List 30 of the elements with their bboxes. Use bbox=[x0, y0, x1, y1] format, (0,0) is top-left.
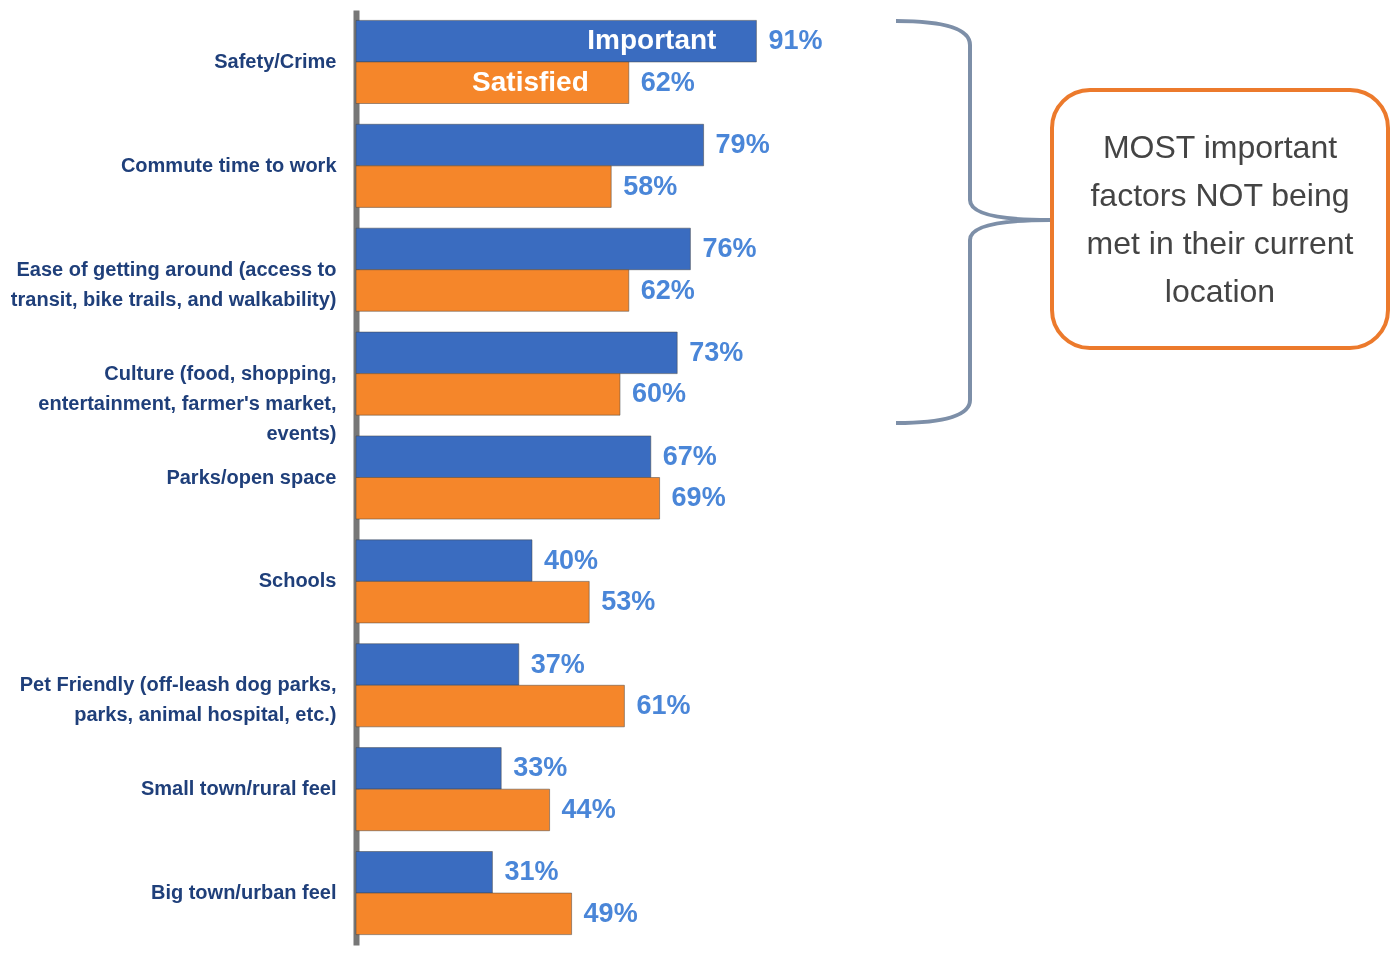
y-tick-label: Parks/open space bbox=[166, 465, 337, 488]
y-tick-label: Pet Friendly (off-leash dog parks, parks, animal hospital, etc.) bbox=[19, 673, 337, 726]
data-label: 69% bbox=[671, 482, 726, 513]
data-label: 44% bbox=[561, 793, 616, 824]
data-label: 73% bbox=[689, 336, 744, 367]
data-label: 49% bbox=[583, 897, 638, 928]
y-tick-label: Small town/rural feel bbox=[140, 777, 337, 800]
data-label: 62% bbox=[640, 274, 695, 305]
data-label: 33% bbox=[513, 752, 568, 783]
data-label: 79% bbox=[715, 129, 770, 160]
data-label: 91% bbox=[768, 25, 823, 56]
data-label: 61% bbox=[636, 690, 691, 721]
data-label: 76% bbox=[702, 232, 757, 263]
y-tick-label: Safety/Crime bbox=[214, 49, 337, 72]
data-label: 62% bbox=[640, 66, 695, 97]
y-tick-label: Big town/urban feel bbox=[150, 881, 337, 904]
data-label: 31% bbox=[504, 856, 559, 887]
data-label: 37% bbox=[530, 648, 585, 679]
series-label: Satisfied bbox=[472, 65, 589, 97]
data-label: 58% bbox=[623, 170, 678, 201]
text: MOST important factors NOT being met in their current location bbox=[1050, 88, 1390, 350]
y-tick-label: Ease of getting around (access to transit, bike trails, and walkability) bbox=[10, 257, 337, 310]
series-label: Important bbox=[587, 24, 717, 56]
data-label: 53% bbox=[601, 586, 656, 617]
data-label: 60% bbox=[632, 378, 687, 409]
data-label: 40% bbox=[544, 544, 599, 575]
y-tick-label: Commute time to work bbox=[120, 153, 338, 176]
data-label: 67% bbox=[662, 440, 717, 471]
y-tick-label: Culture (food, shopping, entertainment, farmer's market, events) bbox=[38, 361, 337, 444]
y-tick-label: Schools bbox=[258, 569, 337, 592]
